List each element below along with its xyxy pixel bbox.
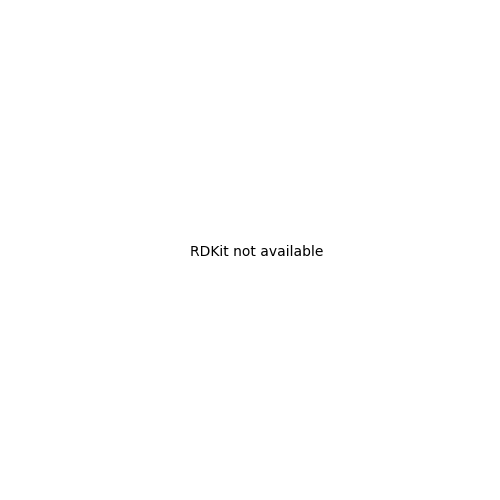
- Text: RDKit not available: RDKit not available: [190, 246, 323, 260]
